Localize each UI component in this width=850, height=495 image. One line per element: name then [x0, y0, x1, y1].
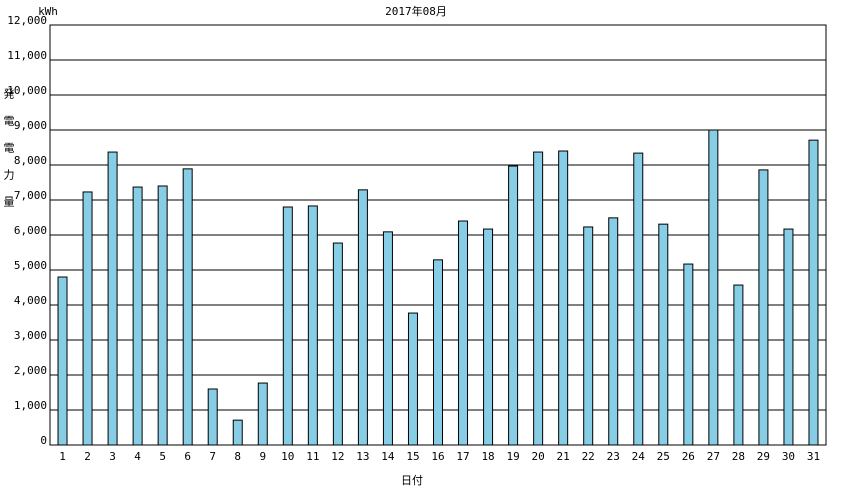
x-tick-label: 31	[807, 450, 820, 463]
x-tick-label: 20	[532, 450, 545, 463]
x-tick-label: 14	[381, 450, 395, 463]
bar	[658, 223, 669, 446]
bar	[382, 231, 393, 446]
bar	[407, 312, 418, 446]
y-tick-label: 1,000	[14, 399, 47, 412]
y-tick-label: 6,000	[14, 224, 47, 237]
y-tick-label: 2,000	[14, 364, 47, 377]
y-tick-label: 3,000	[14, 329, 47, 342]
bar	[683, 263, 694, 446]
y-tick-label: 7,000	[14, 189, 47, 202]
bar	[758, 169, 769, 446]
x-tick-label: 29	[757, 450, 770, 463]
bar	[57, 276, 68, 446]
x-tick-label: 17	[456, 450, 469, 463]
x-tick-label: 7	[209, 450, 216, 463]
x-tick-label: 11	[306, 450, 319, 463]
y-tick-label: 5,000	[14, 259, 47, 272]
x-tick-label: 16	[431, 450, 444, 463]
bar	[608, 217, 619, 446]
x-tick-label: 22	[582, 450, 595, 463]
y-tick-label: 4,000	[14, 294, 47, 307]
bar	[433, 259, 443, 446]
x-tick-label: 26	[682, 450, 695, 463]
x-tick-label: 18	[481, 450, 494, 463]
bar	[207, 388, 218, 446]
bar	[257, 382, 268, 446]
bar	[583, 226, 594, 446]
x-tick-label: 4	[134, 450, 141, 463]
x-tick-label: 25	[657, 450, 670, 463]
bar	[182, 168, 193, 446]
bar	[558, 150, 569, 446]
bar	[157, 185, 168, 446]
x-tick-label: 9	[259, 450, 266, 463]
bar	[783, 228, 794, 446]
bar	[508, 165, 519, 446]
bar	[733, 284, 744, 446]
y-axis-label: 発電電力量	[2, 87, 15, 223]
x-tick-label: 27	[707, 450, 720, 463]
x-tick-label: 8	[234, 450, 241, 463]
bar	[307, 205, 318, 446]
chart-title: 2017年08月	[385, 4, 447, 18]
x-tick-label: 15	[406, 450, 419, 463]
x-tick-label: 3	[109, 450, 116, 463]
x-tick-label: 23	[607, 450, 620, 463]
y-tick-label: 10,000	[7, 84, 47, 97]
bar	[232, 419, 243, 446]
x-tick-label: 2	[84, 450, 91, 463]
bar	[82, 191, 93, 446]
x-tick-label: 5	[159, 450, 166, 463]
bar	[808, 139, 819, 446]
x-tick-label: 1	[59, 450, 66, 463]
y-unit: kWh	[38, 5, 58, 18]
bar	[107, 151, 118, 446]
y-tick-label: 0	[40, 434, 47, 447]
bar	[282, 206, 293, 446]
x-tick-label: 24	[632, 450, 646, 463]
bar	[483, 228, 494, 446]
bar	[132, 186, 143, 446]
y-tick-label: 12,000	[7, 14, 47, 27]
bar	[633, 152, 644, 446]
bar	[357, 189, 368, 446]
x-tick-label: 28	[732, 450, 745, 463]
y-tick-label: 8,000	[14, 154, 47, 167]
y-tick-label: 11,000	[7, 49, 47, 62]
x-tick-label: 12	[331, 450, 344, 463]
x-tick-label: 6	[184, 450, 191, 463]
bar	[458, 220, 469, 446]
x-tick-label: 10	[281, 450, 294, 463]
x-tick-label: 13	[356, 450, 369, 463]
bar	[533, 151, 544, 446]
x-tick-label: 21	[557, 450, 570, 463]
bar	[708, 129, 719, 446]
x-tick-label: 30	[782, 450, 795, 463]
x-tick-label: 19	[506, 450, 519, 463]
bar	[332, 242, 343, 446]
x-axis-label: 日付	[401, 474, 423, 487]
y-tick-label: 9,000	[14, 119, 47, 132]
